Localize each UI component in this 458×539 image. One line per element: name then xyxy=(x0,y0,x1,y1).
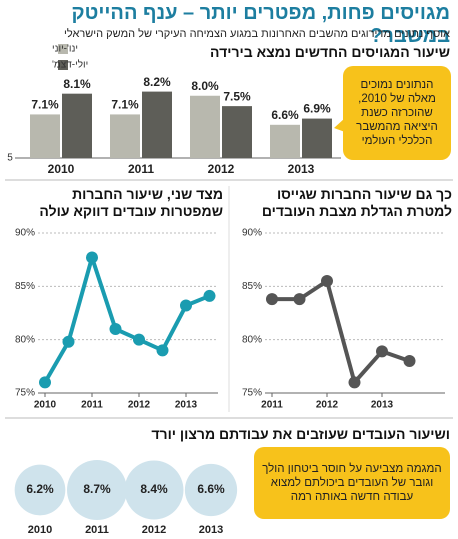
point xyxy=(156,344,169,357)
legend-swatch xyxy=(58,60,68,70)
point xyxy=(180,299,192,312)
y-tick-label: 90% xyxy=(15,228,35,239)
bar xyxy=(270,124,300,158)
bar xyxy=(302,118,332,158)
y-tick-label: 5 xyxy=(7,153,13,164)
x-tick-label: 2010 xyxy=(34,400,57,411)
point xyxy=(376,345,388,358)
y-tick-label: 80% xyxy=(242,334,262,345)
value-label: 6.6% xyxy=(271,108,299,122)
bar xyxy=(222,106,252,158)
value-label: 8.2% xyxy=(143,75,171,89)
chart-title: שיעור המגויסים החדשים נמצא בירידה xyxy=(210,44,450,60)
value-label: 7.1% xyxy=(111,98,139,112)
line xyxy=(43,255,211,384)
chart-title: ושיעור העובדים שעוזבים את עבודתם מרצון י… xyxy=(151,426,450,442)
value-label: 8.7% xyxy=(83,482,111,496)
page-subtitle: אוסף נתונים מדירוגים מהשבים האחרונות במג… xyxy=(64,28,450,40)
x-tick-label: 2011 xyxy=(81,400,103,411)
bar xyxy=(110,114,140,158)
x-tick-label: 2012 xyxy=(142,524,166,536)
bubble xyxy=(14,464,66,516)
x-tick-label: 2013 xyxy=(175,400,198,411)
legend-label: יולי-דצמ' xyxy=(52,59,88,71)
value-label: 8.1% xyxy=(63,77,91,91)
page-title: מגויסים פחות, מפטרים יותר – ענף ההייטק ב… xyxy=(71,2,450,47)
x-tick-label: 2011 xyxy=(128,162,154,176)
y-tick-label: 80% xyxy=(15,334,35,345)
point xyxy=(348,376,361,389)
bubble xyxy=(67,460,127,520)
point xyxy=(86,251,98,264)
value-label: 7.5% xyxy=(223,89,251,103)
legend-label: ינו'-יוני xyxy=(52,44,78,55)
y-tick-label: 75% xyxy=(242,388,262,399)
callout-pointer xyxy=(334,118,345,132)
y-tick-label: 90% xyxy=(242,228,262,239)
point xyxy=(266,293,278,306)
chart-title: מצד שני, שיעור החברות שמפטרות עובדים דוו… xyxy=(39,186,223,219)
point xyxy=(321,275,333,287)
value-label: 6.6% xyxy=(197,482,225,496)
x-tick-label: 2012 xyxy=(316,400,339,411)
bubble xyxy=(184,463,238,517)
x-tick-label: 2012 xyxy=(208,162,235,176)
point xyxy=(403,355,416,367)
chart-title: כך גם שיעור החברות שגייסו למטרת הגדלת מצ… xyxy=(261,186,452,219)
bubble xyxy=(124,460,184,520)
x-tick-label: 2011 xyxy=(85,524,109,536)
y-tick-label: 85% xyxy=(242,281,262,292)
value-label: 6.2% xyxy=(26,482,54,496)
point xyxy=(133,333,145,346)
callout: המגמה מצביעה על חוסר ביטחון הולך וגובר ש… xyxy=(254,447,450,519)
x-tick-label: 2012 xyxy=(128,400,151,411)
point xyxy=(39,376,51,389)
point xyxy=(203,289,216,302)
x-tick-label: 2010 xyxy=(28,524,52,536)
x-tick-label: 2013 xyxy=(288,162,315,176)
y-tick-label: 85% xyxy=(15,281,35,292)
line xyxy=(272,279,411,385)
x-tick-label: 2013 xyxy=(199,524,223,536)
bar xyxy=(190,95,220,158)
point xyxy=(109,323,122,335)
value-label: 8.0% xyxy=(191,79,219,93)
legend-swatch xyxy=(58,44,68,54)
point xyxy=(293,293,306,306)
x-tick-label: 2010 xyxy=(48,162,75,176)
x-tick-label: 2013 xyxy=(371,400,394,411)
callout: הנתונים נמוכים מאלה של 2010, שהוכרזה כשנ… xyxy=(343,66,451,160)
value-label: 6.9% xyxy=(303,102,331,116)
value-label: 7.1% xyxy=(31,98,59,112)
y-tick-label: 75% xyxy=(15,388,35,399)
bar xyxy=(62,93,92,158)
value-label: 8.4% xyxy=(140,482,168,496)
point xyxy=(62,335,75,348)
x-tick-label: 2011 xyxy=(261,400,283,411)
bar xyxy=(30,114,60,158)
bar xyxy=(142,91,172,158)
